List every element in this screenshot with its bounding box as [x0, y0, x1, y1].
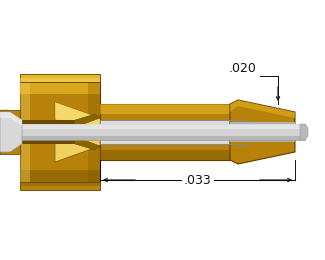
Polygon shape [55, 102, 100, 162]
Bar [20, 78, 100, 82]
Polygon shape [0, 112, 22, 152]
Polygon shape [230, 100, 295, 118]
Bar [0, 110, 20, 154]
Bar [20, 82, 100, 94]
Polygon shape [300, 124, 308, 140]
Bar [20, 182, 100, 190]
Bar [0, 124, 305, 140]
Bar [230, 122, 295, 142]
Polygon shape [0, 110, 20, 154]
Bar [20, 170, 100, 182]
Bar [0, 124, 305, 129]
Polygon shape [0, 112, 22, 126]
Bar [100, 120, 250, 144]
Bar [20, 74, 100, 82]
Text: .020: .020 [228, 62, 256, 75]
Polygon shape [230, 100, 295, 164]
Text: .033: .033 [184, 173, 211, 186]
Polygon shape [0, 110, 20, 124]
Bar [88, 82, 100, 182]
Polygon shape [0, 124, 20, 140]
Bar [100, 104, 230, 114]
Bar [230, 122, 295, 124]
Bar [0, 136, 305, 140]
Polygon shape [55, 102, 100, 128]
Bar [20, 182, 100, 186]
Polygon shape [62, 134, 100, 150]
Bar [230, 140, 295, 142]
Bar [20, 82, 100, 182]
Bar [100, 150, 230, 160]
Bar [20, 82, 30, 182]
Bar [100, 104, 230, 160]
Polygon shape [62, 114, 100, 130]
Bar [22, 120, 75, 144]
